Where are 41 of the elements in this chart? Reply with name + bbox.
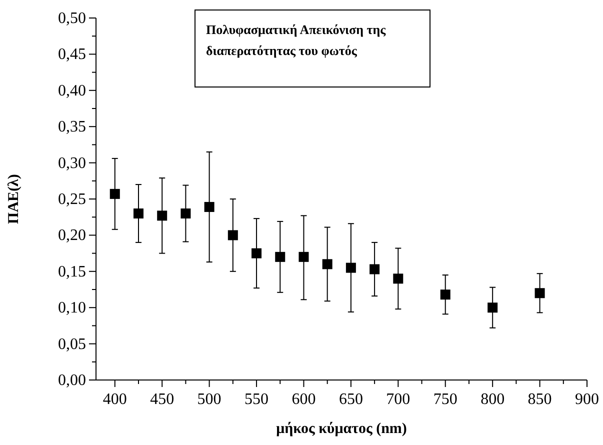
x-tick-label: 550 <box>244 391 269 408</box>
x-tick-label: 700 <box>386 391 410 408</box>
y-tick-label: 0,35 <box>58 118 86 136</box>
x-tick-label: 900 <box>575 391 599 408</box>
point <box>298 252 309 262</box>
point <box>534 288 545 298</box>
point <box>440 290 450 300</box>
point <box>228 230 238 240</box>
y-tick-label: 0,20 <box>58 227 86 244</box>
point <box>204 202 214 212</box>
point <box>252 248 262 258</box>
x-tick-label: 750 <box>433 391 458 408</box>
x-axis-title: μήκος κύματος (nm) <box>276 421 407 437</box>
y-tick-label: 0,15 <box>58 263 86 280</box>
y-tick-label: 0,10 <box>58 300 86 317</box>
y-tick-label: 0,25 <box>58 191 86 208</box>
point <box>393 274 404 284</box>
point <box>275 252 286 262</box>
y-tick-label: 0,05 <box>58 336 86 353</box>
x-tick-label: 800 <box>480 391 505 408</box>
x-tick-label: 400 <box>102 391 127 408</box>
x-tick-label: 600 <box>292 391 316 408</box>
x-tick-label: 450 <box>150 391 174 408</box>
x-tick-label: 850 <box>528 391 552 408</box>
point <box>157 210 168 221</box>
point <box>133 208 144 218</box>
point <box>180 208 191 218</box>
point <box>346 262 356 273</box>
y-tick-label: 0,00 <box>58 372 86 389</box>
y-tick-label: 0,40 <box>58 82 86 100</box>
x-tick-label: 500 <box>197 391 222 408</box>
x-tick-label: 650 <box>338 391 363 408</box>
y-tick-label: 0,50 <box>58 10 86 27</box>
point <box>488 302 498 313</box>
y-tick-label: 0,30 <box>58 154 86 172</box>
point <box>322 259 332 270</box>
point <box>110 188 120 199</box>
text: Πολυφασματική Απεικόνιση της διαπερατότητας του φωτός <box>206 22 386 58</box>
y-axis-title: ΠΑΕ(λ) <box>6 174 22 224</box>
y-tick-label: 0,45 <box>58 46 86 64</box>
point <box>370 264 380 274</box>
